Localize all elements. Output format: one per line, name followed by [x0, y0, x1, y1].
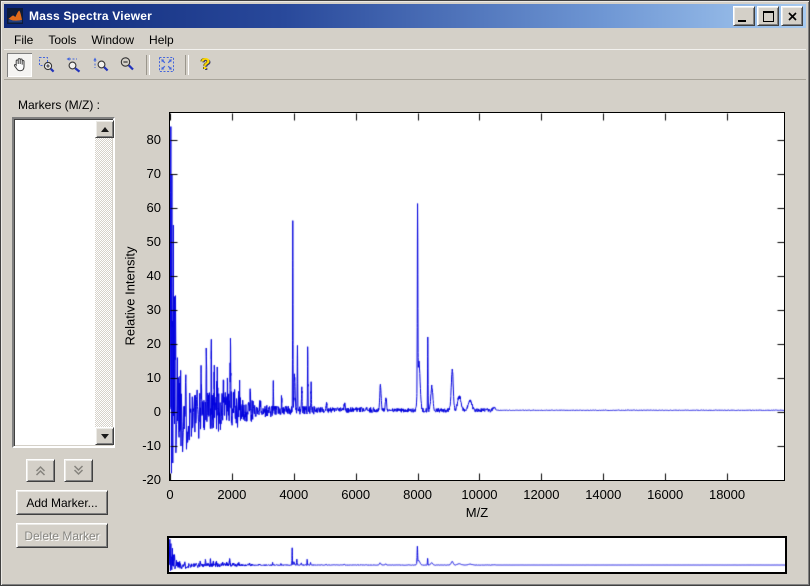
- move-marker-down-button[interactable]: [64, 459, 93, 482]
- y-tick-label: 0: [153, 404, 161, 420]
- markers-label: Markers (M/Z) :: [18, 98, 100, 112]
- x-tick-label: 18000: [708, 487, 746, 502]
- y-tick-label: 40: [146, 268, 161, 284]
- menu-item-help[interactable]: Help: [149, 32, 174, 47]
- y-tick-label: -10: [142, 438, 161, 454]
- minimize-icon: [738, 20, 746, 22]
- main-plot-axes[interactable]: [169, 112, 785, 481]
- reset-view-icon: [159, 57, 174, 72]
- y-axis-title: Relative Intensity: [122, 246, 138, 346]
- toolbar-separator: [146, 54, 150, 75]
- y-tick-label: 80: [146, 132, 161, 148]
- arrow-up-icon: [100, 126, 109, 132]
- zoom-y-tool-button[interactable]: [88, 53, 113, 77]
- window-title: Mass Spectra Viewer: [29, 9, 152, 23]
- arrow-down-icon: [100, 433, 109, 439]
- overview-plot-canvas[interactable]: [169, 538, 785, 572]
- zoom-x-icon: [66, 57, 81, 73]
- y-tick-label: -20: [142, 472, 161, 487]
- y-tick-label: 10: [146, 370, 161, 386]
- y-tick-label: 70: [146, 166, 161, 182]
- move-marker-up-button[interactable]: [26, 459, 55, 482]
- markers-listbox[interactable]: [12, 117, 115, 448]
- zoom-in-tool-button[interactable]: [34, 53, 59, 77]
- x-tick-label: 2000: [217, 487, 247, 502]
- scroll-down-button[interactable]: [95, 427, 114, 445]
- zoom-x-tool-button[interactable]: [61, 53, 86, 77]
- delete-marker-button[interactable]: Delete Marker: [16, 523, 108, 548]
- reset-view-button[interactable]: [154, 53, 179, 77]
- menubar: File Tools Window Help: [4, 30, 806, 49]
- matlab-icon: [7, 8, 23, 24]
- y-tick-label: 30: [146, 302, 161, 318]
- x-tick-label: 8000: [403, 487, 433, 502]
- menu-item-file[interactable]: File: [14, 32, 34, 47]
- x-axis-title: M/Z: [465, 505, 489, 520]
- y-tick-label: 60: [146, 200, 161, 216]
- x-tick-label: 14000: [585, 487, 622, 502]
- add-marker-button[interactable]: Add Marker...: [16, 490, 108, 515]
- pan-tool-button[interactable]: [7, 52, 32, 77]
- x-tick-label: 16000: [647, 487, 684, 502]
- x-tick-label: 6000: [341, 487, 371, 502]
- zoom-y-icon: [93, 57, 109, 72]
- x-tick-label: 0: [166, 487, 174, 502]
- y-tick-label: 50: [146, 234, 161, 250]
- listbox-scrollbar[interactable]: [95, 120, 114, 445]
- maximize-button[interactable]: [757, 6, 779, 26]
- titlebar: Mass Spectra Viewer: [4, 4, 806, 28]
- x-tick-label: 12000: [523, 487, 560, 502]
- minimize-button[interactable]: [733, 6, 755, 26]
- overview-plot-axes[interactable]: [167, 536, 787, 574]
- double-chevron-down-icon: [73, 465, 84, 476]
- x-tick-label: 10000: [461, 487, 498, 502]
- help-button[interactable]: ?: [193, 53, 218, 77]
- hand-icon: [13, 58, 25, 72]
- menu-item-window[interactable]: Window: [91, 32, 135, 47]
- menu-item-tools[interactable]: Tools: [48, 32, 77, 47]
- toolbar-separator: [185, 54, 189, 75]
- scroll-up-button[interactable]: [95, 120, 114, 138]
- maximize-icon: [762, 10, 774, 22]
- close-icon: [787, 11, 797, 21]
- zoom-out-icon: [120, 57, 134, 71]
- toolbar: ?: [4, 49, 806, 80]
- zoom-out-tool-button[interactable]: [115, 53, 140, 77]
- spectrum-plot-canvas[interactable]: [170, 113, 784, 480]
- zoom-in-icon: [39, 57, 55, 73]
- y-tick-label: 20: [146, 336, 161, 352]
- close-button[interactable]: [781, 6, 803, 26]
- x-tick-label: 4000: [279, 487, 309, 502]
- help-icon: ?: [200, 55, 211, 73]
- double-chevron-up-icon: [35, 465, 46, 476]
